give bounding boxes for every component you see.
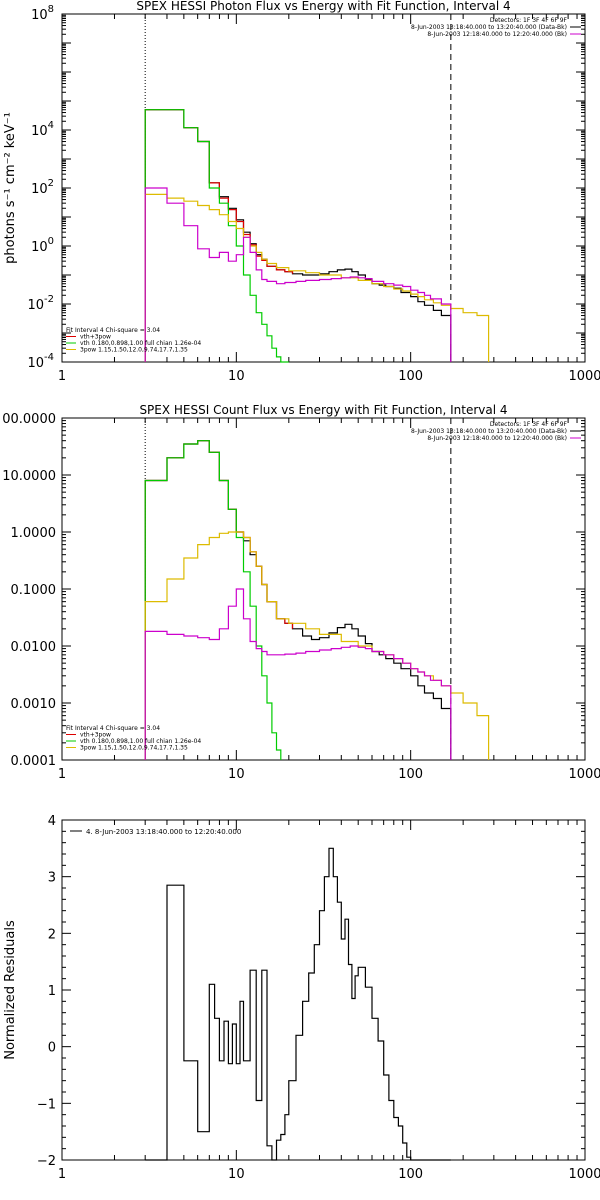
legend-entry: vth 0.180,0.898,1.00 full chian 1.26e-04 [80,738,201,745]
chart-title: SPEX HESSI Count Flux vs Energy with Fit… [139,403,507,417]
y-tick-label: 10.0000 [2,469,56,484]
x-tick-label: 1 [58,767,66,782]
plot-frame [61,13,586,363]
series-line-1 [144,440,452,760]
legend-entry: 8-Jun-2003 13:18:40.000 to 13:20:40.000 … [411,428,567,435]
x-tick-label: 1 [58,369,66,384]
y-axis-label: Normalized Residuals [3,920,18,1060]
x-tick-label: 1000 [568,1167,600,1182]
y-tick-label: 0.1000 [11,583,57,598]
plot-frame [61,417,586,761]
legend-entry: Detectors: 1F 3F 4F 6F 9F [490,17,568,24]
legend-entry: vth+3pow [80,732,111,739]
legend-entry: Detectors: 1F 3F 4F 6F 9F [490,421,568,428]
series-line-4 [144,193,490,362]
legend-entry: 8-Jun-2003 12:18:40.000 to 12:20:40.000 … [427,435,567,442]
y-tick-label: 0.0001 [11,754,57,769]
legend-entry: 3pow 1.15,1.50,12.0,9.74,17.7,1.35 [80,347,188,354]
legend-entry: 8-Jun-2003 12:18:40.000 to 12:20:40.000 … [427,31,567,38]
y-tick-label: 100 [31,236,54,255]
fit-legend-heading: Fit Interval 4 Chi-square = 3.04 [66,725,160,732]
y-tick-label: 00.0000 [2,412,56,427]
x-tick-label: 100 [398,369,423,384]
y-tick-label: 108 [31,4,54,23]
series-line-4 [144,531,490,760]
plot-frame [61,819,586,1161]
legend-entry: 8-Jun-2003 13:18:40.000 to 13:20:40.000 … [411,24,567,31]
y-tick-label: 0.0010 [11,697,57,712]
y-tick-label: 0 [48,1041,56,1056]
y-tick-label: −2 [37,1154,56,1169]
x-tick-label: 1 [58,1167,66,1182]
series-line-1 [145,847,451,1161]
y-tick-label: 2 [48,927,56,942]
chart-3: 1 10 100 1000 −2 −1 0 1 2 3 4 Normalized Residuals 4… [3,814,600,1182]
y-axis-label: photons s⁻¹ cm⁻² keV⁻¹ [3,112,18,264]
legend-entry: 3pow 1.15,1.50,12.0,9.74,17.7,1.35 [80,745,188,752]
series-line-3 [144,109,289,363]
x-tick-label: 100 [398,767,423,782]
legend-entry: 4. 8-Jun-2003 13:18:40.000 to 12:20:40.0… [86,828,241,836]
series-line-3 [144,440,282,760]
y-tick-label: 102 [31,178,54,197]
legend-entry: vth 0.180,0.898,1.00 full chian 1.26e-04 [80,340,201,347]
x-tick-label: 10 [228,369,245,384]
series-line-2 [144,109,294,362]
chart-1: SPEX HESSI Photon Flux vs Energy with Fi… [3,0,600,384]
series-line-5 [144,588,452,760]
legend-entry: vth+3pow [80,334,111,341]
y-tick-label: 0.0100 [11,640,57,655]
x-tick-label: 1000 [568,369,600,384]
y-tick-label: 104 [31,120,54,139]
series-line-1 [144,109,452,362]
y-tick-label: 10-4 [27,352,54,371]
y-tick-label: −1 [37,1097,56,1112]
y-tick-label: 1 [48,984,56,999]
fit-legend-heading: Fit Interval 4 Chi-square = 3.04 [66,327,160,334]
x-tick-label: 1000 [568,767,600,782]
x-tick-label: 100 [398,1167,423,1182]
x-tick-label: 10 [228,1167,245,1182]
y-tick-label: 3 [48,871,56,886]
series-line-5 [144,187,452,362]
chart-title: SPEX HESSI Photon Flux vs Energy with Fi… [136,0,510,13]
y-tick-label: 4 [48,814,56,829]
chart-2: SPEX HESSI Count Flux vs Energy with Fit… [2,403,600,782]
y-tick-label: 10-2 [27,294,54,313]
x-tick-label: 10 [228,767,245,782]
y-tick-label: 1.0000 [11,526,57,541]
